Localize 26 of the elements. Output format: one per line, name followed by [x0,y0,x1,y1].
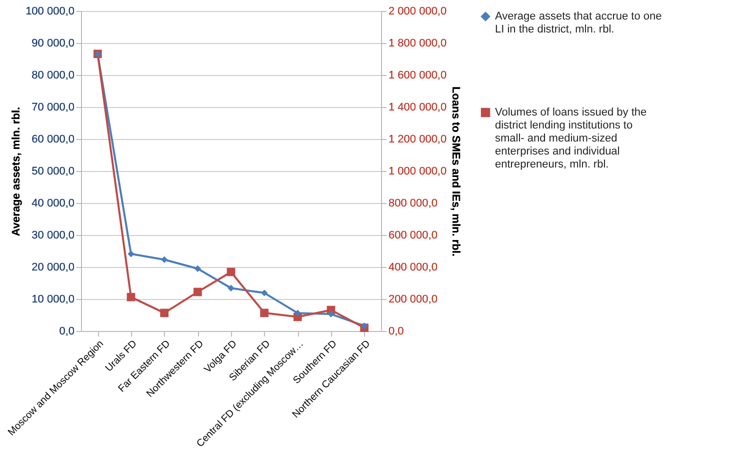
y-tick-label: 50 000,0 [32,166,74,178]
y2-tick-label: 1 000 000,0 [388,166,447,178]
y-tick-label: 40 000,0 [32,198,74,210]
y2-tick-label: 800 000,0 [388,198,438,210]
y2-tick-label: 0,0 [388,326,404,338]
y2-tick-label: 1 400 000,0 [388,102,447,114]
y-tick-label: 20 000,0 [32,262,74,274]
y-tick-label: 100 000,0 [26,6,74,18]
y-tick-label: 90 000,0 [32,38,74,50]
y-tick-label: 0,0 [59,326,74,338]
y2-tick-label: 400 000,0 [388,262,438,274]
y-tick-label: 30 000,0 [32,230,74,242]
legend-label: Average assets that accrue to one LI in the district, mln. rbl. [495,10,662,36]
y2-tick-label: 600 000,0 [388,230,438,242]
y-tick-label: 60 000,0 [32,134,74,146]
y-tick-label: 70 000,0 [32,102,74,114]
y-tick-label: 10 000,0 [32,294,74,306]
y-tick-label: 80 000,0 [32,70,74,82]
legend-label: Volumes of loans issued by the district lending institutions to small- and medium-sized enterprises and individual entrepreneurs, mln. rbl. [495,106,647,170]
y2-tick-label: 1 200 000,0 [388,134,447,146]
y2-tick-label: 2 000 000,0 [388,6,447,18]
y2-tick-label: 200 000,0 [388,294,438,306]
y-axis-title: Average assets, mln. rbl. [10,106,23,236]
y2-tick-label: 1 600 000,0 [388,70,447,82]
y2-axis-title: Loans to SMEs and IEs, mln. rbl. [450,86,462,256]
y2-tick-label: 1 800 000,0 [388,38,447,50]
